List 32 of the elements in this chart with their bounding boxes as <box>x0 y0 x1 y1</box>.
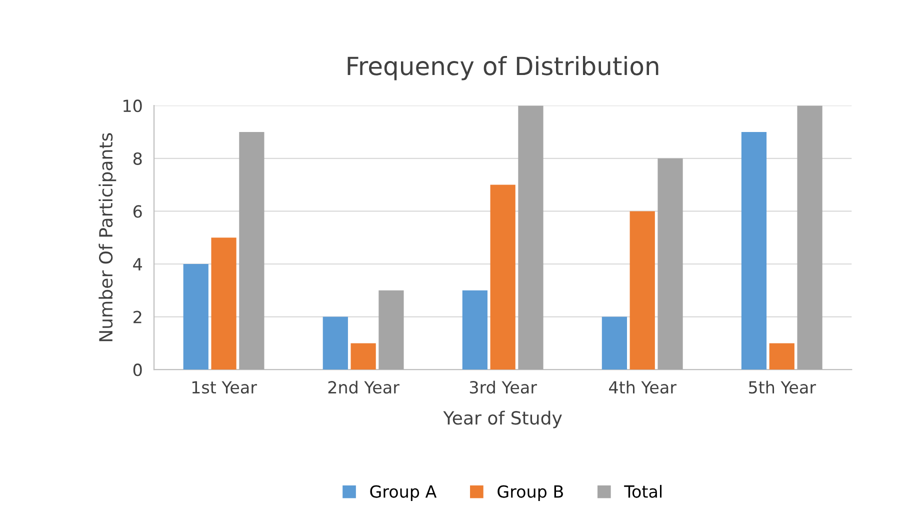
bar <box>630 211 655 370</box>
chart-title: Frequency of Distribution <box>348 56 658 80</box>
bar <box>322 316 348 370</box>
y-tick-label: 8 <box>133 152 142 165</box>
x-axis-title: Year of Study <box>443 410 562 428</box>
x-tick-label: 1st Year <box>192 381 257 394</box>
bar <box>658 158 683 370</box>
bar <box>490 184 516 370</box>
bar <box>183 264 208 370</box>
legend-label: Total <box>624 484 662 498</box>
y-tick-label: 10 <box>124 100 142 112</box>
bar <box>602 316 628 370</box>
x-tick-label: 4th Year <box>609 380 676 394</box>
bar <box>797 106 822 370</box>
y-tick-label: 0 <box>133 364 142 376</box>
y-tick-label: 2 <box>134 310 142 324</box>
legend-label: Group A <box>370 485 437 502</box>
legend-label: Group B <box>498 485 563 502</box>
bar <box>239 132 264 370</box>
x-tick-label: 2nd Year <box>328 380 400 394</box>
bar <box>378 290 404 370</box>
bar <box>350 343 376 370</box>
bar <box>462 290 488 370</box>
bar <box>741 132 767 370</box>
bar <box>518 106 544 370</box>
y-tick-label: 4 <box>133 258 142 270</box>
y-axis-title: Number Of Participants <box>98 133 116 342</box>
x-tick-label: 3rd Year <box>470 380 537 394</box>
y-tick-label: 6 <box>133 205 142 218</box>
bar <box>211 238 236 370</box>
bar <box>769 343 794 370</box>
x-tick-label: 5th Year <box>749 380 816 394</box>
